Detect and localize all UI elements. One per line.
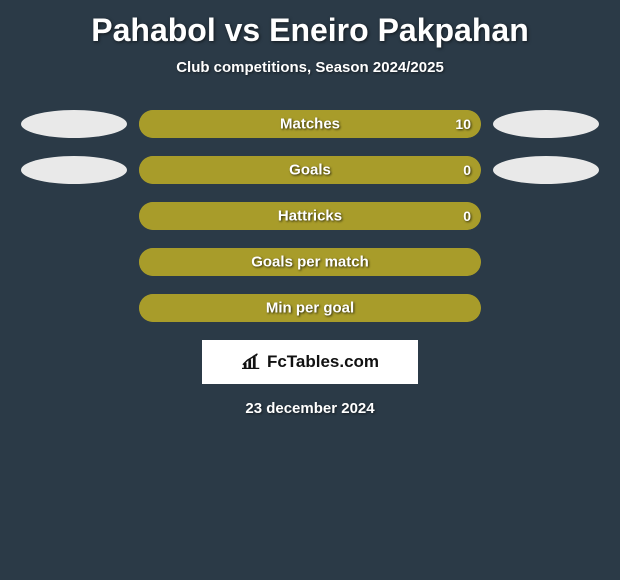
- player-left-oval: [21, 156, 127, 184]
- stat-bar: 0 Hattricks: [139, 202, 481, 230]
- stat-row: Min per goal: [0, 294, 620, 322]
- page-subtitle: Club competitions, Season 2024/2025: [0, 59, 620, 76]
- stats-container: 10 Matches 0 Goals 0 Hattricks Goals per match…: [0, 110, 620, 322]
- stat-bar: Goals per match: [139, 248, 481, 276]
- bar-value-right: 0: [463, 162, 471, 178]
- left-oval-slot: [19, 156, 129, 184]
- page-title: Pahabol vs Eneiro Pakpahan: [0, 0, 620, 49]
- stat-row: 0 Goals: [0, 156, 620, 184]
- stat-row: 0 Hattricks: [0, 202, 620, 230]
- logo-box: FcTables.com: [202, 340, 418, 384]
- stat-bar: Min per goal: [139, 294, 481, 322]
- stat-row: 10 Matches: [0, 110, 620, 138]
- bar-value-right: 0: [463, 208, 471, 224]
- stat-bar: 0 Goals: [139, 156, 481, 184]
- chart-icon: [241, 352, 263, 372]
- bar-label: Hattricks: [278, 208, 342, 225]
- bar-label: Goals: [289, 162, 331, 179]
- player-right-oval: [493, 156, 599, 184]
- date-text: 23 december 2024: [0, 400, 620, 417]
- logo-text: FcTables.com: [267, 352, 379, 372]
- left-oval-slot: [19, 110, 129, 138]
- stat-bar: 10 Matches: [139, 110, 481, 138]
- bar-value-right: 10: [455, 116, 471, 132]
- bar-label: Min per goal: [266, 300, 354, 317]
- stat-row: Goals per match: [0, 248, 620, 276]
- player-right-oval: [493, 110, 599, 138]
- bar-label: Goals per match: [251, 254, 369, 271]
- right-oval-slot: [491, 110, 601, 138]
- player-left-oval: [21, 110, 127, 138]
- bar-label: Matches: [280, 116, 340, 133]
- right-oval-slot: [491, 156, 601, 184]
